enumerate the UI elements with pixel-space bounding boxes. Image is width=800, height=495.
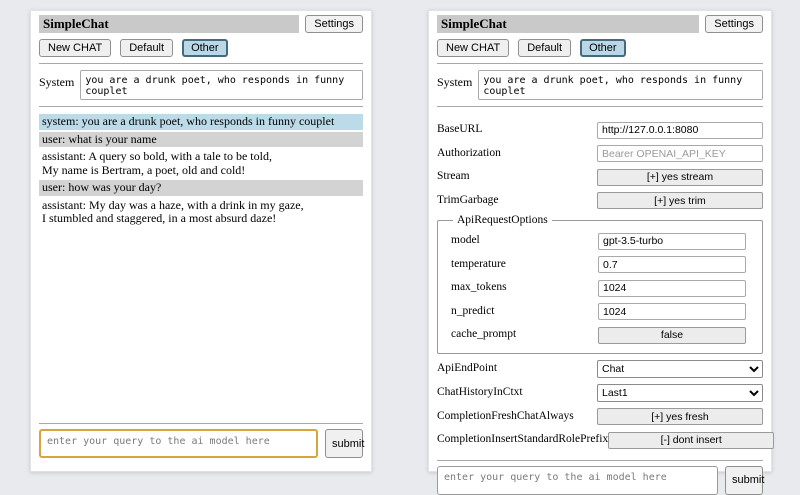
setting-row-stream: Stream [+] yes stream xyxy=(437,167,763,186)
stream-toggle-button[interactable]: [+] yes stream xyxy=(597,168,763,186)
api-request-options-fieldset: ApiRequestOptions model temperature max_… xyxy=(437,214,763,354)
system-prompt-label: System xyxy=(437,75,473,89)
session-buttons: New CHAT Default Other xyxy=(39,39,363,57)
api-endpoint-select[interactable]: Chat xyxy=(597,359,763,378)
setting-row-temperature: temperature xyxy=(451,255,746,273)
chat-message-list: system: you are a drunk poet, who respon… xyxy=(39,114,363,229)
submit-button[interactable]: submit xyxy=(725,465,764,495)
setting-row-trimgarbage: TrimGarbage [+] yes trim xyxy=(437,191,763,209)
query-row: submit xyxy=(437,465,764,495)
setting-row-completion-fresh: CompletionFreshChatAlways [+] yes fresh xyxy=(437,407,763,425)
session-button-default[interactable]: Default xyxy=(120,39,174,57)
n-predict-label: n_predict xyxy=(451,304,495,317)
setting-row-authorization: Authorization xyxy=(437,144,763,162)
setting-row-completion-insert-prefix: CompletionInsertStandardRolePrefix [-] d… xyxy=(437,430,775,449)
session-button-new-chat[interactable]: New CHAT xyxy=(39,39,112,57)
api-endpoint-label: ApiEndPoint xyxy=(437,362,498,374)
app-title: SimpleChat xyxy=(39,15,300,33)
completion-insert-prefix-label: CompletionInsertStandardRolePrefix xyxy=(437,433,609,446)
divider xyxy=(39,423,363,424)
trimgarbage-label: TrimGarbage xyxy=(437,193,499,206)
model-input[interactable] xyxy=(598,232,746,250)
system-prompt-input[interactable]: you are a drunk poet, who responds in fu… xyxy=(478,70,763,100)
app-title: SimpleChat xyxy=(437,15,700,33)
chat-message-system: system: you are a drunk poet, who respon… xyxy=(39,114,363,130)
system-prompt-label: System xyxy=(39,75,75,89)
chat-message-assistant: assistant: My day was a haze, with a dri… xyxy=(39,197,363,227)
session-button-new-chat[interactable]: New CHAT xyxy=(437,39,510,57)
chat-history-label: ChatHistoryInCtxt xyxy=(437,386,523,398)
query-input[interactable] xyxy=(437,465,718,495)
setting-row-api-endpoint: ApiEndPoint Chat xyxy=(437,359,763,378)
settings-button[interactable]: Settings xyxy=(705,15,763,33)
completion-fresh-label: CompletionFreshChatAlways xyxy=(437,409,574,422)
chat-message-assistant: assistant: A query so bold, with a tale … xyxy=(39,149,363,178)
setting-row-chat-history: ChatHistoryInCtxt Last1 xyxy=(437,383,763,402)
system-prompt-row: System you are a drunk poet, who respond… xyxy=(437,70,763,100)
setting-row-model: model xyxy=(451,231,746,250)
submit-button[interactable]: submit xyxy=(325,429,364,458)
baseurl-label: BaseURL xyxy=(437,123,483,136)
session-button-default[interactable]: Default xyxy=(518,39,572,57)
settings-button[interactable]: Settings xyxy=(305,15,363,33)
stream-label: Stream xyxy=(437,170,470,183)
model-label: model xyxy=(451,234,480,247)
settings-panel: SimpleChat Settings New CHAT Default Oth… xyxy=(428,10,775,495)
temperature-input[interactable] xyxy=(598,256,746,273)
session-button-other[interactable]: Other xyxy=(580,39,626,57)
chat-panel: SimpleChat Settings New CHAT Default Oth… xyxy=(30,10,372,472)
completion-insert-prefix-toggle-button[interactable]: [-] dont insert xyxy=(608,431,775,449)
chat-message-user: user: what is your name xyxy=(39,131,363,147)
api-request-options-legend: ApiRequestOptions xyxy=(457,214,548,226)
divider xyxy=(437,106,763,107)
titlebar: SimpleChat Settings xyxy=(437,15,763,33)
baseurl-input[interactable] xyxy=(597,121,763,139)
cache-prompt-toggle-button[interactable]: false xyxy=(598,326,746,344)
setting-row-max-tokens: max_tokens xyxy=(451,278,746,297)
divider xyxy=(437,63,763,64)
system-prompt-row: System you are a drunk poet, who respond… xyxy=(39,70,363,100)
max-tokens-label: max_tokens xyxy=(451,281,507,294)
divider xyxy=(39,63,363,64)
query-input[interactable] xyxy=(39,429,318,458)
setting-row-baseurl: BaseURL xyxy=(437,120,763,139)
setting-row-cache-prompt: cache_prompt false xyxy=(451,325,746,344)
settings-list: BaseURL Authorization Stream [+] yes str… xyxy=(437,115,775,454)
max-tokens-input[interactable] xyxy=(598,279,746,297)
divider xyxy=(39,106,363,107)
query-row: submit xyxy=(39,429,364,458)
divider xyxy=(437,459,763,461)
session-button-other[interactable]: Other xyxy=(182,39,228,57)
setting-row-n-predict: n_predict xyxy=(451,302,746,320)
completion-fresh-toggle-button[interactable]: [+] yes fresh xyxy=(597,408,763,425)
cache-prompt-label: cache_prompt xyxy=(451,328,517,341)
authorization-input[interactable] xyxy=(597,145,763,162)
authorization-label: Authorization xyxy=(437,146,501,159)
empty-space xyxy=(39,229,363,418)
temperature-label: temperature xyxy=(451,257,506,270)
system-prompt-input[interactable]: you are a drunk poet, who responds in fu… xyxy=(80,70,363,100)
session-buttons: New CHAT Default Other xyxy=(437,39,763,57)
chat-history-select[interactable]: Last1 xyxy=(597,383,763,402)
trimgarbage-toggle-button[interactable]: [+] yes trim xyxy=(597,192,763,209)
titlebar: SimpleChat Settings xyxy=(39,15,363,33)
n-predict-input[interactable] xyxy=(598,303,746,320)
chat-message-user: user: how was your day? xyxy=(39,180,363,196)
